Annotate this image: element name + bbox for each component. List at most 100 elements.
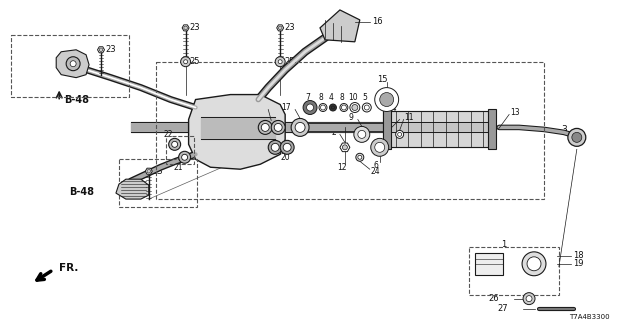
Bar — [166, 136, 193, 164]
Bar — [469, 247, 559, 295]
Circle shape — [397, 132, 402, 136]
Circle shape — [180, 57, 191, 67]
Polygon shape — [189, 95, 285, 169]
Bar — [476, 253, 503, 275]
Text: 12: 12 — [337, 163, 347, 172]
Text: 19: 19 — [573, 259, 583, 268]
Text: 21: 21 — [174, 163, 184, 172]
Polygon shape — [276, 25, 284, 31]
Text: 2: 2 — [331, 128, 336, 137]
Circle shape — [341, 105, 346, 110]
Circle shape — [332, 106, 335, 109]
Polygon shape — [320, 10, 360, 42]
Text: 25: 25 — [189, 57, 200, 66]
Circle shape — [354, 126, 370, 142]
Circle shape — [523, 293, 535, 305]
Circle shape — [358, 131, 366, 138]
Circle shape — [99, 48, 103, 52]
Circle shape — [66, 57, 80, 71]
Polygon shape — [97, 47, 104, 53]
Text: 11: 11 — [404, 113, 414, 122]
Circle shape — [364, 105, 369, 110]
Text: 24: 24 — [371, 167, 380, 176]
Text: 6: 6 — [373, 161, 378, 170]
Circle shape — [319, 104, 327, 111]
Circle shape — [295, 123, 305, 132]
Circle shape — [340, 104, 348, 111]
Circle shape — [352, 105, 358, 110]
Circle shape — [259, 120, 272, 134]
Circle shape — [184, 26, 188, 30]
Text: 9: 9 — [349, 113, 354, 122]
Text: 14: 14 — [387, 104, 397, 113]
Polygon shape — [145, 168, 152, 174]
Circle shape — [375, 142, 385, 152]
Text: 15: 15 — [378, 75, 388, 84]
Bar — [119, 159, 196, 207]
Text: 17: 17 — [282, 103, 291, 112]
Bar — [12, 35, 129, 97]
Text: 21: 21 — [257, 103, 267, 112]
Polygon shape — [56, 50, 89, 78]
Circle shape — [261, 124, 269, 132]
Circle shape — [278, 60, 282, 64]
Circle shape — [350, 102, 360, 113]
Circle shape — [362, 103, 371, 112]
Text: 4: 4 — [328, 93, 333, 102]
Circle shape — [182, 154, 188, 160]
Text: 23: 23 — [189, 23, 200, 32]
Circle shape — [356, 153, 364, 161]
Text: 5: 5 — [362, 93, 367, 102]
Circle shape — [271, 143, 279, 151]
Circle shape — [307, 104, 314, 111]
Text: B-48: B-48 — [69, 187, 94, 197]
Text: T7A4B3300: T7A4B3300 — [569, 314, 609, 320]
Circle shape — [70, 61, 76, 67]
Text: 25: 25 — [284, 57, 294, 66]
Text: 1: 1 — [502, 240, 507, 249]
Circle shape — [283, 143, 291, 151]
Text: 26: 26 — [488, 294, 499, 303]
Text: 23: 23 — [284, 23, 295, 32]
Text: 23: 23 — [105, 45, 116, 54]
Text: 8: 8 — [340, 93, 344, 102]
Circle shape — [371, 138, 388, 156]
Circle shape — [274, 124, 282, 132]
Circle shape — [330, 104, 337, 111]
Text: 22: 22 — [164, 130, 173, 139]
Circle shape — [568, 128, 586, 146]
Text: FR.: FR. — [59, 263, 79, 273]
Text: 7: 7 — [306, 93, 310, 102]
Circle shape — [358, 155, 362, 159]
Text: 23: 23 — [153, 167, 163, 176]
Polygon shape — [116, 179, 148, 199]
Bar — [383, 111, 390, 147]
Circle shape — [572, 132, 582, 142]
Circle shape — [291, 118, 309, 136]
Text: 3: 3 — [561, 125, 566, 134]
Circle shape — [278, 26, 282, 30]
Text: B-48: B-48 — [64, 94, 89, 105]
Bar — [383, 109, 390, 149]
Circle shape — [172, 141, 178, 147]
Circle shape — [280, 140, 294, 154]
Text: 10: 10 — [348, 93, 358, 102]
Text: 18: 18 — [573, 251, 584, 260]
Circle shape — [275, 57, 285, 67]
Circle shape — [147, 169, 150, 173]
Circle shape — [526, 296, 532, 302]
Circle shape — [522, 252, 546, 276]
Text: 8: 8 — [319, 93, 323, 102]
Circle shape — [396, 131, 404, 138]
Circle shape — [271, 120, 285, 134]
Circle shape — [179, 151, 191, 163]
Text: 27: 27 — [497, 304, 508, 313]
Circle shape — [380, 92, 394, 107]
Bar — [156, 62, 544, 199]
Circle shape — [184, 60, 188, 64]
Circle shape — [527, 257, 541, 271]
Text: 16: 16 — [372, 17, 382, 26]
Circle shape — [268, 140, 282, 154]
Circle shape — [375, 88, 399, 111]
Circle shape — [321, 105, 326, 110]
